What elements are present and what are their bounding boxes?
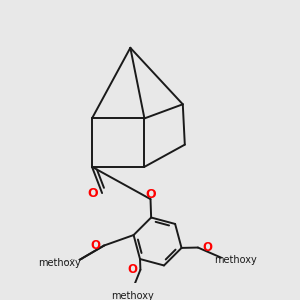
Text: O: O [90,239,100,252]
Text: O: O [202,241,212,254]
Text: methoxy: methoxy [38,258,81,268]
Text: methoxy: methoxy [111,291,154,300]
Text: O: O [127,263,137,276]
Text: methyl: methyl [71,259,76,260]
Text: O: O [145,188,156,201]
Text: methoxy: methoxy [64,260,70,262]
Text: methoxy: methoxy [214,255,256,265]
Text: O: O [88,187,98,200]
Text: methoxy: methoxy [77,258,84,260]
